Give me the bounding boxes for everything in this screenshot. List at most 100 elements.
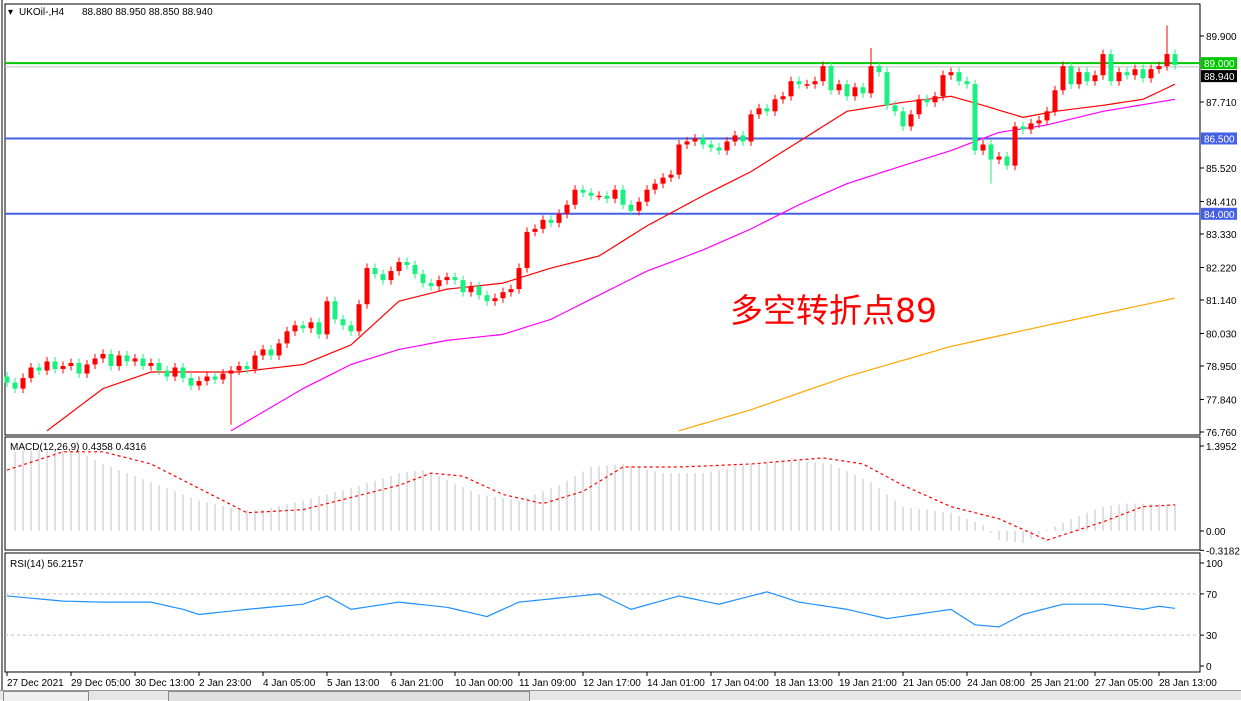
time-axis-label: 10 Jan 00:00 <box>455 678 513 689</box>
candle-body <box>1092 75 1098 82</box>
candle-body <box>404 262 410 266</box>
candle <box>908 109 914 131</box>
candle-body <box>212 376 218 380</box>
level-price-box <box>1201 132 1237 145</box>
candle <box>940 70 946 101</box>
candle-body <box>1108 54 1114 82</box>
candle-body <box>492 298 498 302</box>
price-chart[interactable] <box>4 25 1201 432</box>
candle <box>364 263 370 309</box>
time-axis-label: 19 Jan 21:00 <box>839 678 897 689</box>
candle-body <box>284 331 290 344</box>
candle <box>788 76 794 101</box>
candle <box>540 215 546 234</box>
candle-body <box>908 114 914 127</box>
candle-body <box>932 96 938 103</box>
candle-body <box>4 376 10 383</box>
annotation-text: 多空转折点89 <box>730 291 937 330</box>
candle-body <box>28 367 34 379</box>
candle-body <box>372 268 378 275</box>
candle-body <box>660 177 666 184</box>
candle-body <box>540 219 546 229</box>
level-price-box <box>1201 207 1237 220</box>
candle <box>396 257 402 276</box>
main-panel-frame <box>4 3 1201 436</box>
candle-body <box>260 349 266 356</box>
candle-body <box>1020 126 1026 130</box>
candle <box>868 48 874 98</box>
candle-body <box>732 135 738 142</box>
candle-body <box>124 355 130 362</box>
candle-body <box>764 108 770 112</box>
candle <box>548 215 554 228</box>
candle-body <box>1140 69 1146 79</box>
candle <box>1004 152 1010 171</box>
time-axis-label: 27 Dec 2021 <box>7 678 64 689</box>
candle <box>900 106 906 131</box>
candle-body <box>476 286 482 296</box>
candle <box>212 372 218 385</box>
candle <box>260 344 266 360</box>
moving-average-line <box>46 83 1176 432</box>
candle <box>476 281 482 300</box>
candle-body <box>196 381 202 386</box>
candle <box>924 94 930 107</box>
candle <box>236 361 242 376</box>
time-axis-label: 28 Jan 13:00 <box>1159 678 1217 689</box>
candle-body <box>444 277 450 281</box>
candle <box>1132 64 1138 80</box>
candle-body <box>836 84 842 91</box>
candle-body <box>380 274 386 281</box>
candle-body <box>844 84 850 97</box>
candle <box>748 109 754 146</box>
candle-body <box>868 66 874 94</box>
candle <box>588 188 594 201</box>
candle-body <box>84 364 90 374</box>
level-price-box <box>1201 57 1237 70</box>
candle-body <box>1076 72 1082 85</box>
chart-scrollbar[interactable] <box>168 691 530 701</box>
candle <box>1020 121 1026 134</box>
candle <box>300 320 306 333</box>
time-axis-label: 25 Jan 21:00 <box>1031 678 1089 689</box>
rsi-line <box>6 591 1176 628</box>
candle-body <box>556 213 562 223</box>
price-axis-label: 83.330 <box>1206 230 1237 241</box>
candle-body <box>20 378 26 389</box>
candle-body <box>100 353 106 359</box>
candle <box>828 61 834 95</box>
candle <box>524 227 530 273</box>
candle-body <box>36 367 42 371</box>
candle-body <box>324 301 330 335</box>
candle-body <box>148 362 154 366</box>
candle-body <box>812 81 818 85</box>
time-axis-label: 2 Jan 23:00 <box>199 678 252 689</box>
candle <box>892 100 898 116</box>
candle-body <box>172 367 178 377</box>
bid-price-label: 88.940 <box>1204 72 1235 83</box>
candle <box>572 185 578 210</box>
time-axis-label: 18 Jan 13:00 <box>775 678 833 689</box>
candle <box>636 197 642 216</box>
candle-body <box>988 144 994 160</box>
candle-body <box>164 370 170 377</box>
candle-body <box>1012 126 1018 166</box>
menu-triangle-icon[interactable]: ▾ <box>8 7 13 18</box>
candle <box>468 281 474 297</box>
candle <box>404 257 410 270</box>
candle <box>620 185 626 210</box>
candle-body <box>116 355 122 366</box>
candle-body <box>228 370 234 374</box>
candle <box>100 349 106 363</box>
candle <box>444 272 450 285</box>
candle <box>204 372 210 386</box>
candle-body <box>860 87 866 94</box>
time-axis-label: 24 Jan 08:00 <box>967 678 1025 689</box>
moving-average-line <box>678 297 1176 432</box>
candle-body <box>60 366 66 370</box>
macd-signal-line <box>6 451 1176 541</box>
candle-body <box>940 75 946 97</box>
chart-tab[interactable] <box>3 691 89 701</box>
candle <box>852 82 858 101</box>
